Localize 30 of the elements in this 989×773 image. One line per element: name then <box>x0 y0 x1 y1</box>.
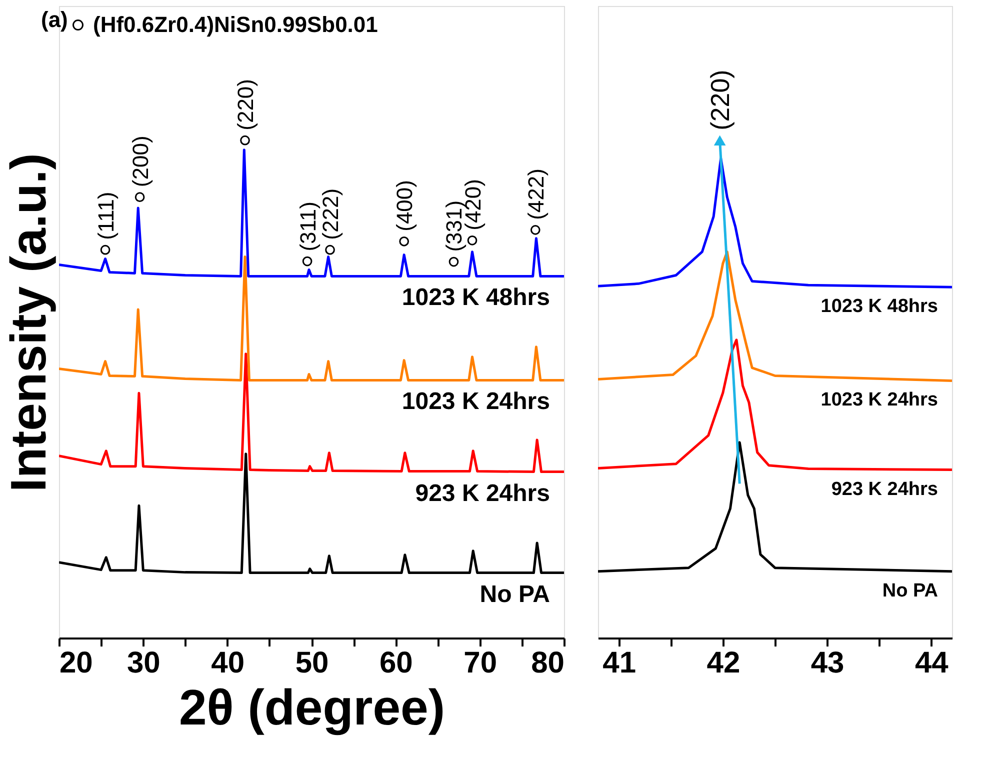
series-label: No PA <box>480 580 550 608</box>
x-tick-label: 30 <box>126 646 160 680</box>
annotation: (200) <box>128 136 153 188</box>
y-axis-title: Intensity (a.u.) <box>0 153 56 492</box>
series-label: 1023 K 24hrs <box>402 388 550 416</box>
series-label: 1023 K 24hrs <box>820 390 938 411</box>
x-tick-label: 42 <box>706 646 740 680</box>
x-tick-label: 80 <box>531 646 564 680</box>
series-label: 1023 K 48hrs <box>820 296 938 318</box>
x-tick-label: 40 <box>211 646 245 680</box>
series-label: No PA <box>882 580 938 602</box>
series-label: 1023 K 48hrs <box>402 284 550 312</box>
x-tick-label: 70 <box>464 646 498 680</box>
annotation: (220) <box>233 79 258 130</box>
x-axis-title: 2θ (degree) <box>179 680 445 736</box>
x-tick-label: 41 <box>602 646 636 680</box>
legend-label: (Hf0.6Zr0.4)NiSn0.99Sb0.01 <box>93 12 378 37</box>
annotation: (311) <box>295 202 320 252</box>
annotation: (400) <box>392 180 418 232</box>
annotation: (111) <box>93 192 118 240</box>
x-tick-label: 20 <box>60 646 93 680</box>
annotation: (220) <box>704 70 735 130</box>
x-tick-label: 44 <box>914 646 949 680</box>
series-label: 923 K 24hrs <box>831 478 938 500</box>
x-tick-label: 43 <box>810 646 844 680</box>
x-tick-label: 60 <box>379 646 413 680</box>
text: (a) <box>41 7 68 32</box>
series-label: 923 K 24hrs <box>415 480 550 507</box>
x-tick-label: 50 <box>295 646 329 680</box>
annotation: (422) <box>523 168 548 220</box>
